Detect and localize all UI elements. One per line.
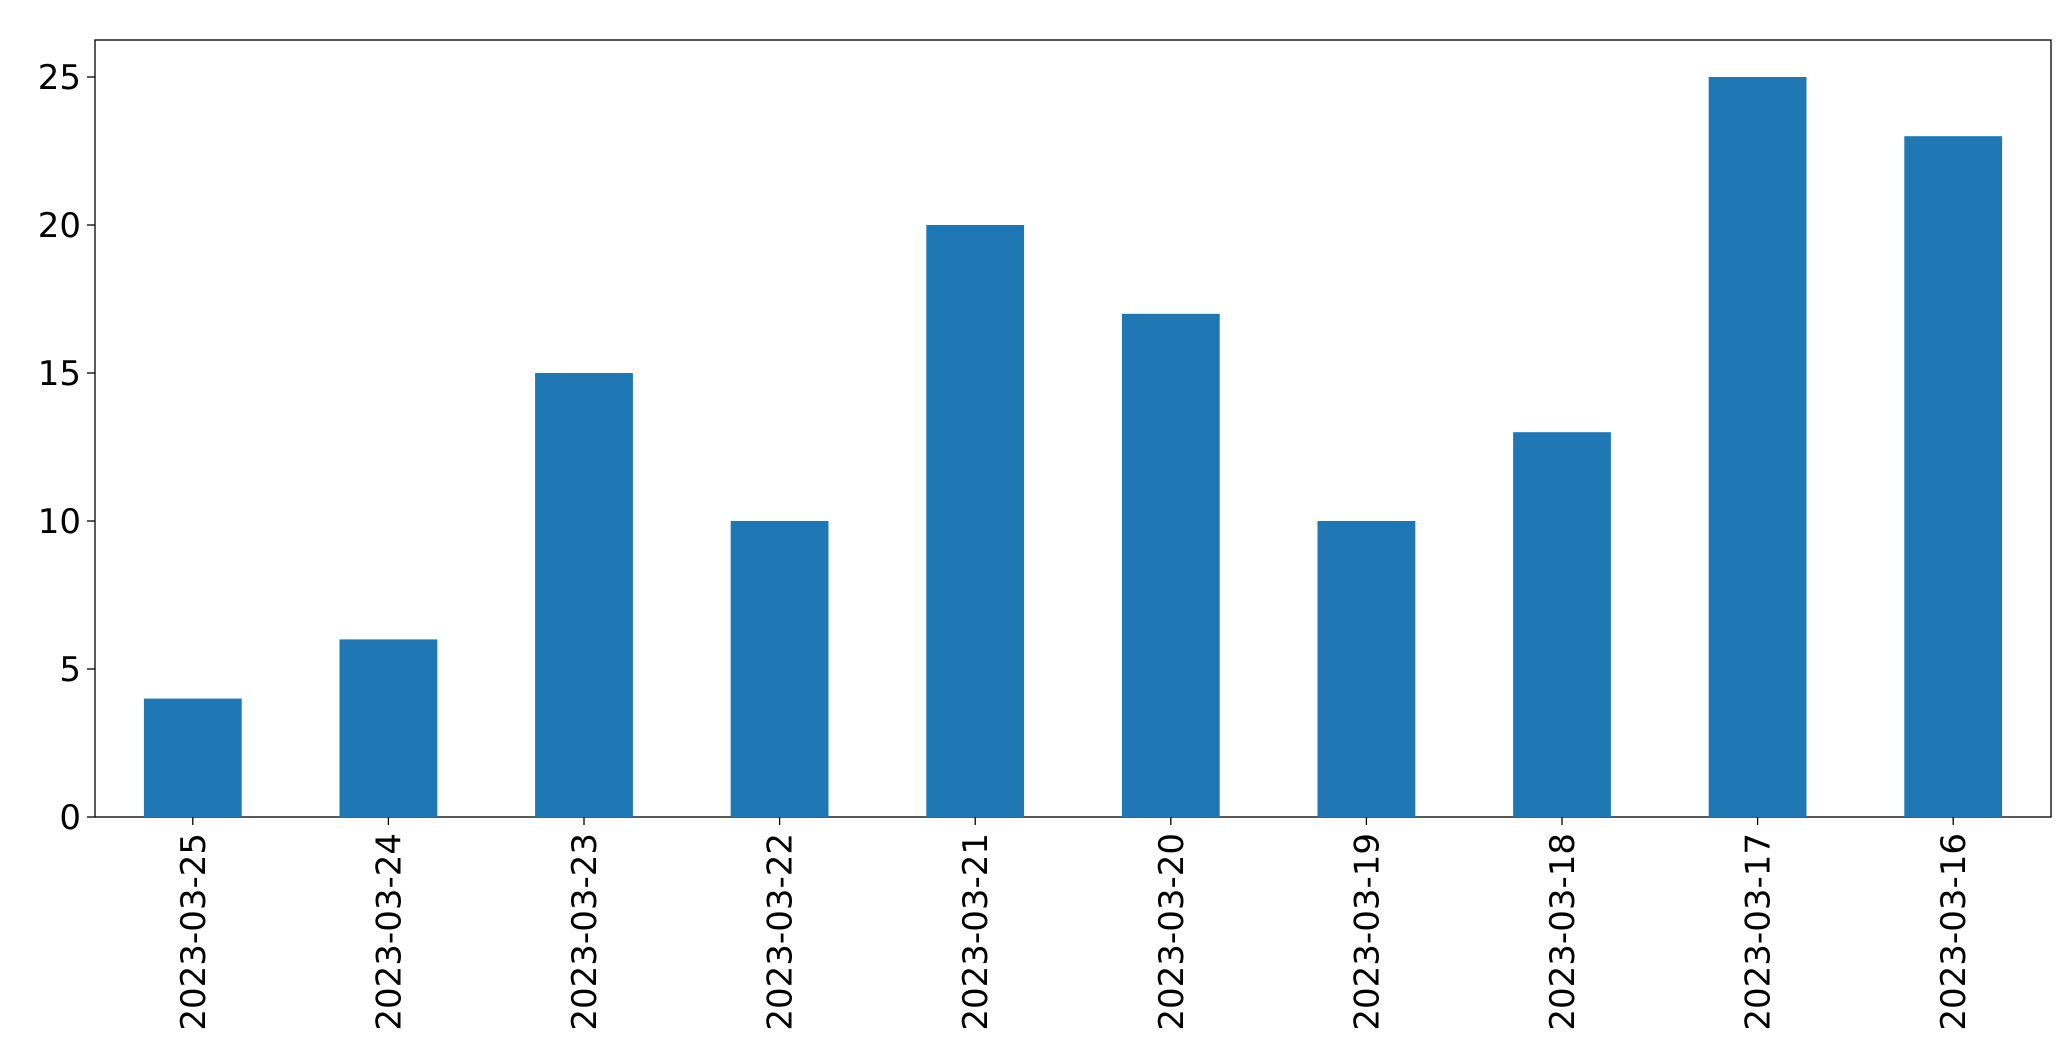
- y-tick-label: 20: [38, 206, 81, 246]
- bar: [143, 698, 242, 817]
- x-tick-label: 2023-03-18: [1543, 833, 1583, 1031]
- x-tick-label: 2023-03-19: [1347, 833, 1387, 1031]
- x-tick-label: 2023-03-21: [956, 833, 996, 1031]
- plot-frame: [94, 39, 2052, 818]
- x-tick-label: 2023-03-16: [1934, 833, 1974, 1031]
- x-tick-label: 2023-03-24: [369, 833, 409, 1031]
- bar: [339, 639, 438, 817]
- bar: [1317, 521, 1416, 817]
- x-tick-label: 2023-03-23: [565, 833, 605, 1031]
- bar: [1513, 432, 1611, 817]
- bar: [1904, 136, 2003, 817]
- x-tick-label: 2023-03-17: [1739, 833, 1779, 1031]
- y-tick-label: 10: [38, 502, 81, 542]
- bar: [730, 521, 829, 817]
- x-tick-label: 2023-03-25: [174, 833, 214, 1031]
- y-tick-label: 25: [38, 58, 81, 98]
- bar: [1708, 77, 1807, 817]
- y-tick-label: 0: [59, 798, 81, 838]
- bar: [1121, 313, 1220, 817]
- x-tick-label: 2023-03-20: [1152, 833, 1192, 1031]
- bar: [535, 373, 633, 817]
- y-tick-label: 5: [59, 650, 81, 690]
- bar: [926, 225, 1025, 817]
- x-tick-label: 2023-03-22: [761, 833, 801, 1031]
- y-tick-label: 15: [38, 354, 81, 394]
